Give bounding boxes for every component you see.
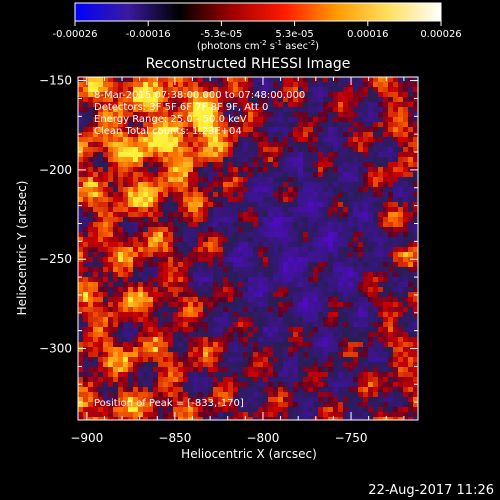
annotation-detectors: Detectors: 3F 5F 6F 7F 8F 9F, Att 0 [94,102,268,113]
x-axis-label: Heliocentric X (arcsec) [181,447,317,461]
y-tick-label: −250 [39,252,72,266]
colorbar-tick-label: 0.00016 [347,29,388,40]
x-tick-label: −750 [335,431,368,445]
chart-title: Reconstructed RHESSI Image [146,56,351,72]
y-axis-ticks: −150 −200 −250 −300 [39,74,418,421]
x-tick-label: −900 [70,431,103,445]
colorbar-ticks: -0.00026 -0.00016 -5.3e-05 5.3e-05 0.00016 0.… [53,21,462,40]
x-tick-label: −800 [246,431,279,445]
x-axis-ticks: −900 −850 −800 −750 [70,77,405,445]
colorbar [74,2,442,22]
footer-date: 22-Aug-2017 11:26 [368,483,494,498]
colorbar-units-label: (photons cm-2 s-1 asec-2) [197,39,319,52]
y-axis-label: Heliocentric Y (arcsec) [15,181,29,316]
x-tick-label: −850 [158,431,191,445]
y-tick-label: −150 [39,74,72,88]
colorbar-tick-label: -0.00026 [53,29,98,40]
colorbar-tick-label: 0.00026 [420,29,461,40]
annotation-energy-range: Energy Range: 25.0 - 50.0 keV [94,114,247,125]
annotation-clean-counts: Clean Total counts: 1.23E+04 [94,126,242,137]
colorbar-tick-label: 5.3e-05 [275,29,313,40]
y-tick-label: −200 [39,163,72,177]
colorbar-tick-label: -5.3e-05 [200,29,242,40]
colorbar-tick-label: -0.00016 [126,29,171,40]
heatmap-image [78,77,418,420]
annotation-peak-position: Position of Peak = [-833,-170] [94,398,244,409]
annotation-time-range: 8-Mar-2015 07:38:00.000 to 07:48:00.000 [94,90,305,101]
plot-frame [77,76,419,421]
y-tick-label: −300 [39,342,72,356]
